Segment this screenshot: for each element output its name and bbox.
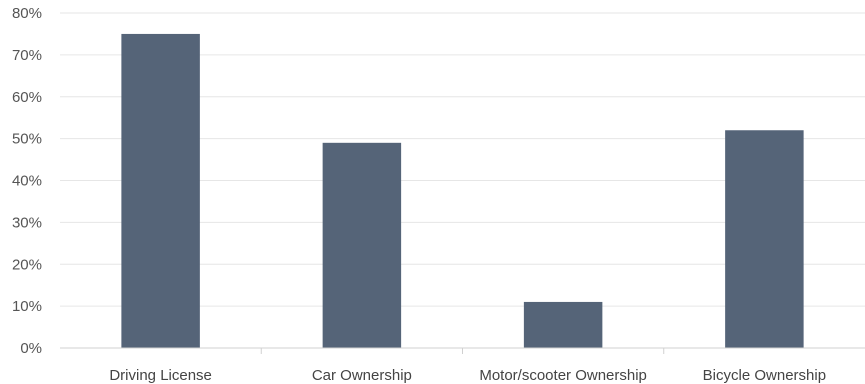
bars — [121, 33, 804, 348]
x-category-label: Car Ownership — [312, 367, 412, 384]
x-category-label: Motor/scooter Ownership — [479, 367, 647, 384]
y-tick-label: 20% — [12, 256, 42, 273]
y-tick-label: 10% — [12, 298, 42, 315]
bar — [523, 301, 603, 348]
y-tick-label: 60% — [12, 89, 42, 106]
y-tick-label: 80% — [12, 5, 42, 22]
bar — [725, 130, 804, 348]
y-tick-label: 50% — [12, 131, 42, 148]
x-axis — [60, 347, 865, 354]
y-tick-label: 0% — [20, 340, 42, 357]
y-tick-label: 40% — [12, 173, 42, 190]
bar — [121, 33, 200, 348]
x-axis-category-labels: Driving License Car Ownership Motor/scoote… — [109, 367, 826, 384]
bar — [322, 142, 402, 348]
y-axis-tick-labels: 0% 10% 20% 30% 40% 50% 60% 70% 80% — [12, 5, 42, 357]
y-tick-label: 30% — [12, 214, 42, 231]
x-category-label: Driving License — [109, 367, 212, 384]
x-category-label: Bicycle Ownership — [703, 367, 826, 384]
y-tick-label: 70% — [12, 47, 42, 64]
